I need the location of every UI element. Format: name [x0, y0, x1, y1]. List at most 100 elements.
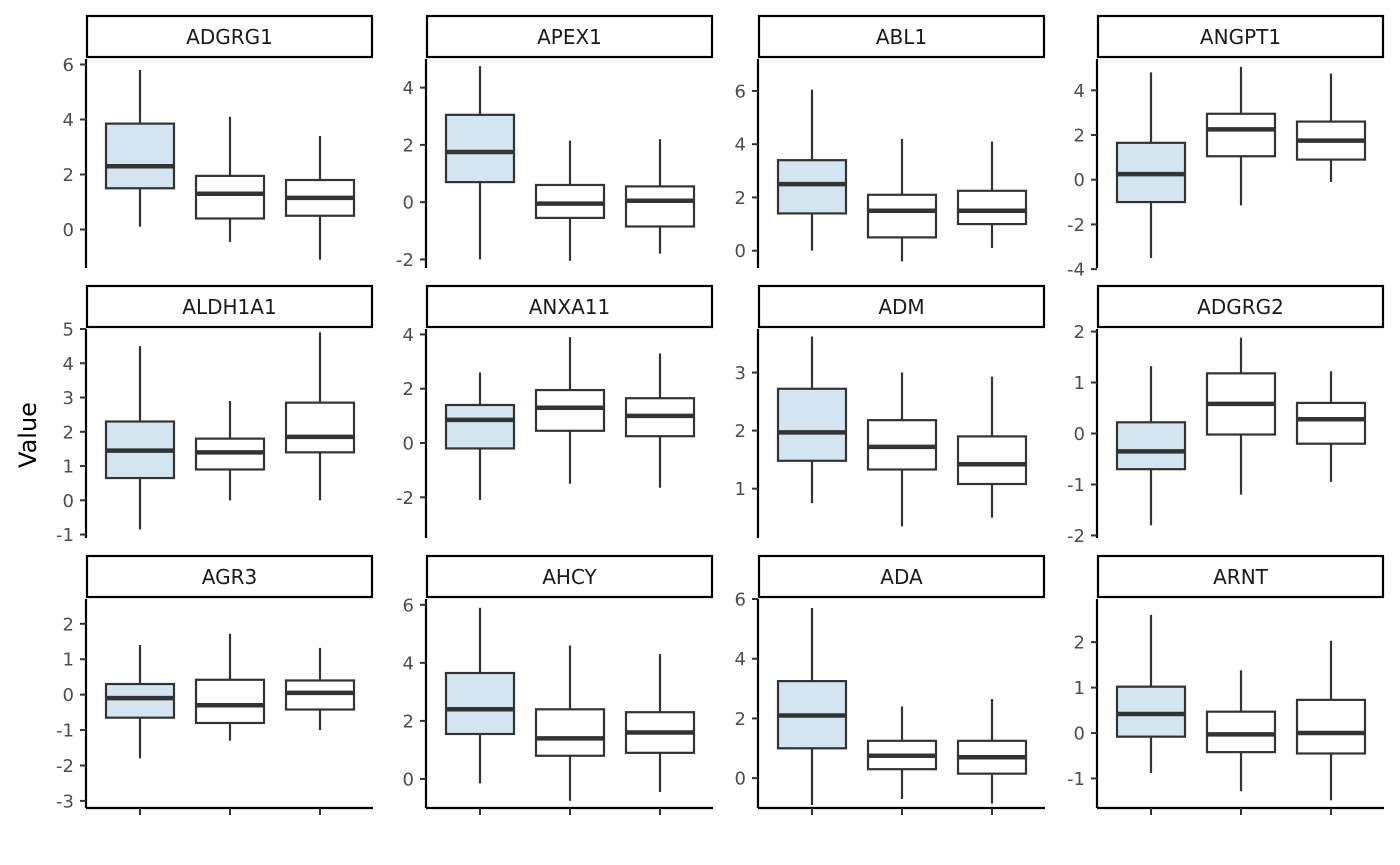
y-tick-label: 6	[63, 55, 74, 76]
iqr-box	[1295, 401, 1367, 445]
box-2	[1205, 337, 1277, 495]
strip-box	[425, 14, 714, 59]
box-3	[284, 136, 356, 260]
strip-label: ANXA11	[529, 295, 610, 319]
box-1	[776, 336, 848, 504]
strip-label: ANGPT1	[1200, 25, 1281, 49]
y-tick-label: 6	[403, 595, 414, 616]
box-1	[444, 372, 516, 500]
strip-box	[1096, 284, 1385, 329]
strip-box	[757, 284, 1046, 329]
y-tick-label: 4	[1074, 81, 1085, 102]
box-2	[534, 140, 606, 261]
iqr-box	[284, 401, 356, 454]
iqr-box	[1205, 710, 1277, 754]
strip-box	[757, 554, 1046, 599]
y-axis-title: Value	[14, 402, 42, 468]
iqr-box	[956, 189, 1028, 226]
box-2	[534, 337, 606, 484]
y-tick-label: 0	[1074, 170, 1085, 191]
box-1	[1115, 72, 1187, 258]
y-tick-label: 4	[403, 78, 414, 99]
iqr-box	[1115, 685, 1187, 738]
strip-label: APEX1	[537, 25, 602, 49]
y-tick-label: -2	[1067, 526, 1085, 547]
box-1	[1115, 614, 1187, 774]
y-tick-label: 4	[735, 135, 746, 156]
box-1	[104, 645, 176, 759]
strip-label: ADGRG2	[1197, 295, 1284, 319]
box-2	[866, 372, 938, 527]
strip-label: ADA	[880, 565, 923, 589]
panel-ahcy: AHCY 0 2 4 6	[403, 554, 714, 815]
y-tick-label: 2	[63, 165, 74, 186]
box-2	[1205, 66, 1277, 206]
strip-label: ADGRG1	[186, 25, 273, 49]
iqr-box	[776, 387, 848, 462]
y-tick-label: -2	[1067, 215, 1085, 236]
box-3	[1295, 640, 1367, 801]
strip-box	[85, 284, 374, 329]
box-1	[444, 607, 516, 784]
strip-label: ARNT	[1213, 565, 1269, 589]
strip-box	[757, 14, 1046, 59]
panel-agr3: AGR3 -3 -2 -1 0 1 2	[56, 554, 374, 815]
iqr-box	[624, 185, 696, 228]
y-tick-label: 0	[403, 434, 414, 455]
box-3	[624, 353, 696, 488]
box-3	[624, 654, 696, 793]
y-tick-label: 1	[735, 479, 746, 500]
strip-label: AGR3	[202, 565, 257, 589]
y-tick-label: 0	[735, 769, 746, 790]
y-tick-label: -2	[56, 756, 74, 777]
y-tick-label: 6	[735, 590, 746, 611]
iqr-box	[534, 708, 606, 757]
panel-ada: ADA 0 2 4 6	[735, 554, 1046, 815]
y-tick-label: 2	[63, 614, 74, 635]
y-tick-label: 4	[735, 649, 746, 670]
box-2	[866, 138, 938, 262]
y-tick-label: 4	[63, 354, 74, 375]
y-tick-label: 2	[735, 421, 746, 442]
y-tick-label: 1	[63, 457, 74, 478]
box-1	[1115, 366, 1187, 526]
iqr-box	[444, 113, 516, 184]
y-tick-label: 0	[1074, 424, 1085, 445]
box-3	[1295, 371, 1367, 482]
strip-box	[85, 554, 374, 599]
y-tick-label: 2	[1074, 322, 1085, 343]
box-1	[104, 70, 176, 227]
box-2	[194, 400, 266, 501]
strip-box	[1096, 14, 1385, 59]
box-3	[956, 376, 1028, 518]
y-tick-label: -1	[56, 721, 74, 742]
box-2	[866, 706, 938, 800]
y-tick-label: -2	[396, 488, 414, 509]
iqr-box	[1205, 112, 1277, 158]
strip-box	[425, 284, 714, 329]
y-tick-label: -2	[396, 250, 414, 271]
box-3	[284, 647, 356, 731]
y-tick-label: -1	[1067, 475, 1085, 496]
y-tick-label: 0	[63, 220, 74, 241]
box-3	[956, 699, 1028, 804]
y-tick-label: 3	[63, 388, 74, 409]
y-tick-label: 2	[403, 135, 414, 156]
iqr-box	[444, 671, 516, 736]
strip-label: ABL1	[876, 25, 927, 49]
y-tick-label: 2	[403, 379, 414, 400]
y-tick-label: 0	[403, 193, 414, 214]
y-tick-label: -3	[56, 791, 74, 812]
box-3	[624, 139, 696, 254]
panel-adm: ADM 1 2 3	[735, 284, 1046, 538]
y-tick-label: 0	[1074, 724, 1085, 745]
strip-box	[425, 554, 714, 599]
y-tick-label: 3	[735, 363, 746, 384]
y-tick-label: 2	[735, 188, 746, 209]
y-tick-label: 2	[1074, 126, 1085, 147]
iqr-box	[956, 435, 1028, 486]
panel-adgrg2: ADGRG2 -2 -1 0 1 2	[1067, 284, 1385, 547]
panel-anxa11: ANXA11 -2 0 2 4	[396, 284, 714, 538]
box-2	[194, 116, 266, 242]
